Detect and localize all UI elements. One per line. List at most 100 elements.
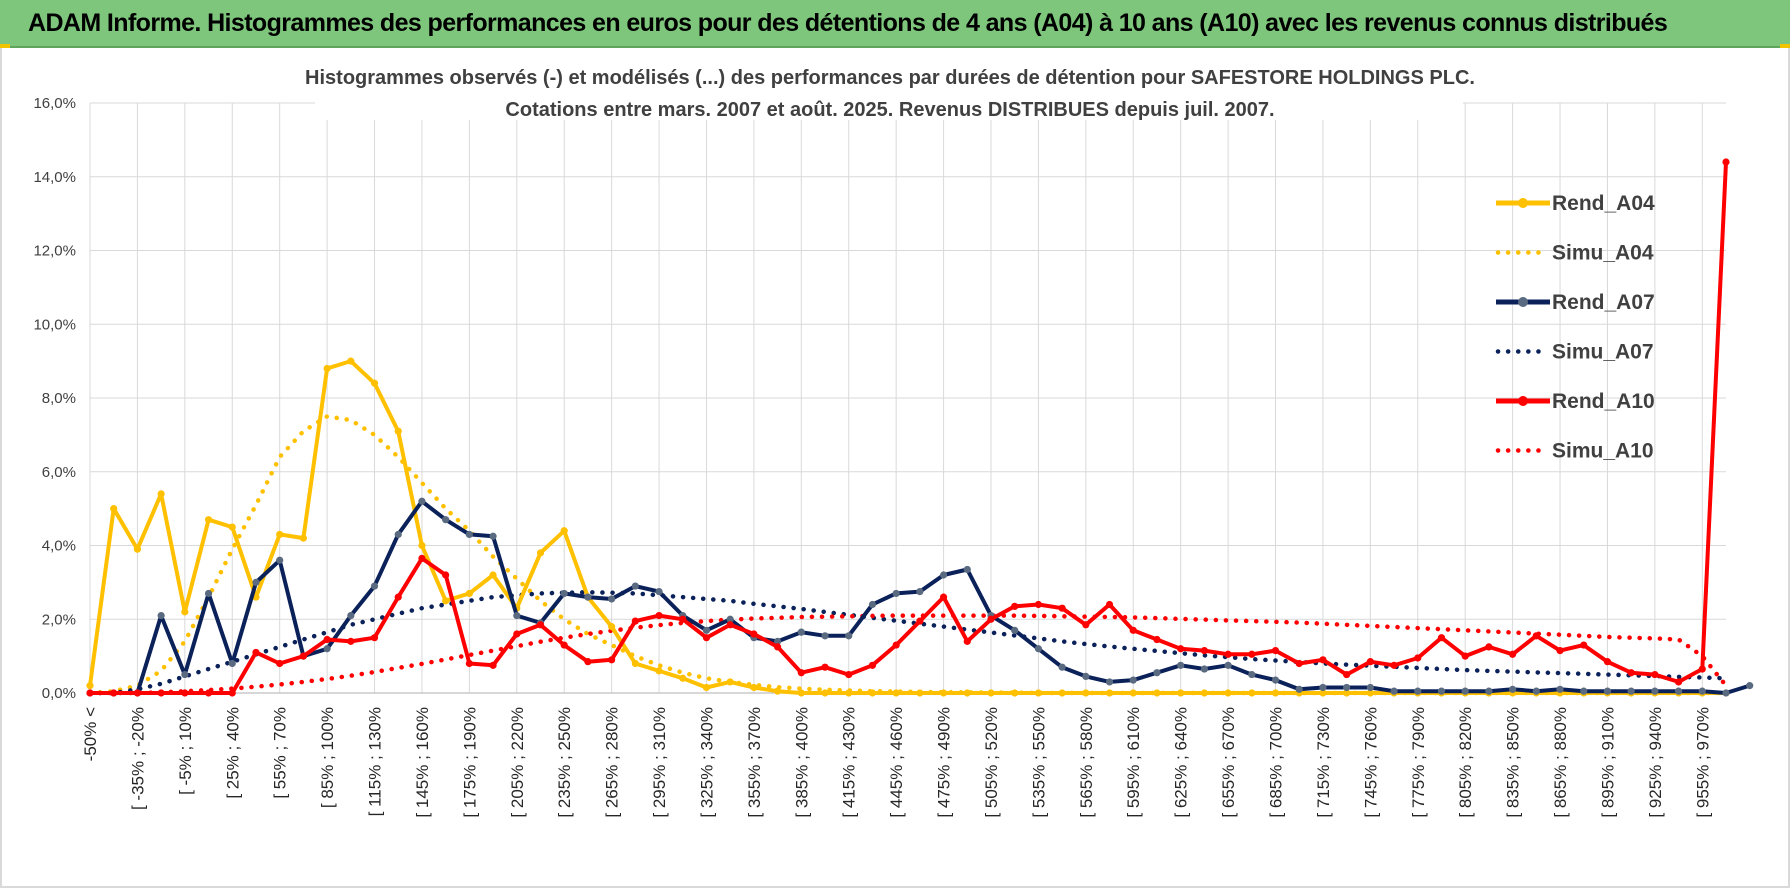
series-rend-a10-point: [323, 635, 331, 644]
series-rend-a04-point: [963, 689, 971, 697]
series-rend-a07-point: [1082, 672, 1090, 681]
series-rend-a04-point: [204, 516, 213, 524]
x-tick-label: [ 655% ; 670%: [1219, 707, 1238, 818]
series-rend-a10-point: [892, 641, 900, 649]
legend-simu-a07-label: Simu_A07: [1552, 341, 1654, 364]
series-rend-a10-point: [1058, 604, 1066, 612]
series-rend-a07-point: [963, 565, 971, 574]
x-tick-label: [ -5% ; 10%: [176, 707, 195, 795]
x-tick-label: [ 745% ; 760%: [1361, 707, 1380, 818]
x-tick-label: [ 325% ; 340%: [697, 707, 716, 818]
series-rend-a10-point: [655, 611, 663, 620]
series-rend-a10-point: [1011, 602, 1019, 610]
legend: Rend_A04 Simu_A04 Rend_A07 Simu_A07 Rend_A10…: [1495, 192, 1655, 463]
series-rend-a04-point: [702, 683, 711, 692]
x-tick-label: [ 475% ; 490%: [935, 707, 954, 818]
series-rend-a10-point: [608, 656, 616, 664]
x-tick-label: [ 715% ; 730%: [1314, 707, 1333, 818]
series-rend-a10-point: [750, 630, 758, 638]
series-rend-a04-point: [1153, 689, 1161, 697]
series-rend-a04-point: [797, 689, 805, 697]
series-rend-a04-point: [916, 689, 924, 697]
page-title: ADAM Informe. Histogrammes des performan…: [28, 9, 1668, 37]
series-rend-a07-point: [1295, 685, 1303, 693]
series-rend-a07-point: [726, 615, 734, 623]
series-rend-a07-point: [939, 571, 948, 579]
series-rend-a07-point: [584, 593, 592, 601]
series-rend-a07-point: [465, 530, 473, 539]
series-simu-a07-line: [87, 590, 1729, 696]
series-rend-a10-point: [1224, 650, 1232, 658]
series-rend-a04-point: [1011, 689, 1019, 697]
series-rend-a10-point: [1319, 656, 1327, 664]
series-rend-a07-point: [1722, 689, 1730, 697]
series-rend-a10-line: [90, 161, 1728, 695]
series-rend-a04-point: [228, 523, 236, 531]
series-rend-a10-point: [536, 621, 545, 629]
x-tick-label: [ 865% ; 880%: [1551, 707, 1570, 818]
series-rend-a10-point: [963, 637, 971, 645]
series-rend-a10-point: [513, 630, 521, 638]
series-rend-a10-point: [679, 615, 687, 623]
y-tick-label: 8,0%: [42, 390, 76, 407]
legend-rend-a07-label: Rend_A07: [1552, 291, 1655, 314]
x-axis-ticks: -50% < [ -35% ; -20% [ -5% ; 10% [ 25% ; 40…: [81, 707, 1712, 818]
series-rend-a10-point: [418, 554, 426, 563]
series-rend-a10-point: [916, 617, 924, 625]
series-rend-a07-point: [608, 595, 616, 603]
series-rend-a07-point: [1485, 687, 1493, 695]
legend-rend-a10-label: Rend_A10: [1552, 390, 1655, 413]
series-rend-a04-point: [679, 674, 687, 682]
series-rend-a04-point: [750, 683, 758, 692]
series-rend-a04-point: [939, 689, 948, 697]
series-rend-a07-point: [1366, 683, 1374, 692]
series-rend-a04-point: [489, 571, 497, 579]
series-rend-a10-point: [1603, 658, 1612, 666]
series-rend-a10-point: [1556, 646, 1564, 655]
x-tick-label: [ 835% ; 850%: [1504, 707, 1523, 818]
x-tick-label: [ 595% ; 610%: [1124, 707, 1143, 818]
series-rend-a10-point: [228, 689, 236, 697]
series-rend-a04-point: [1177, 689, 1185, 697]
series-rend-a07-point: [1580, 687, 1588, 695]
chart-title-line-1: Histogrammes observés (-) et modélisés (…: [305, 67, 1475, 89]
x-tick-label: [ 805% ; 820%: [1456, 707, 1475, 818]
series-rend-a04-point: [868, 689, 877, 697]
y-tick-label: 2,0%: [42, 611, 76, 628]
series-rend-a10-point: [773, 643, 782, 651]
series-rend-a07-point: [1248, 670, 1256, 679]
y-tick-label: 14,0%: [33, 169, 76, 186]
series-rend-a10-point: [845, 670, 853, 679]
x-tick-label: [ 625% ; 640%: [1172, 707, 1191, 818]
series-rend-a10-point: [1295, 659, 1303, 668]
series-rend-a10-point: [394, 593, 402, 601]
series-rend-a07-point: [1200, 665, 1208, 673]
x-tick-label: [ 205% ; 220%: [508, 707, 527, 818]
series-rend-a07-point: [1414, 687, 1422, 695]
series-rend-a10-point: [584, 658, 592, 666]
series-rend-a10-point: [465, 659, 473, 668]
series-rend-a04-point: [347, 357, 355, 365]
series-rend-a04-point: [892, 689, 900, 697]
series-rend-a07-point: [773, 637, 782, 645]
series-rend-a07-point: [228, 659, 236, 668]
series-rend-a04-point: [1082, 689, 1090, 697]
series-rend-a04-point: [1200, 689, 1208, 697]
series-rend-a10-point: [181, 689, 189, 697]
series-rend-a10-point: [133, 689, 142, 697]
x-tick-label: [ 85% ; 100%: [318, 707, 337, 808]
series-rend-a10-point: [1390, 661, 1398, 669]
x-tick-label: [ 355% ; 370%: [745, 707, 764, 818]
series-rend-a07-line: [90, 499, 1751, 695]
series-rend-a04-point: [1224, 689, 1232, 697]
series-rend-a07-point: [1343, 683, 1351, 692]
series-rend-a07-point: [1746, 682, 1754, 690]
x-tick-label: [ 145% ; 160%: [413, 707, 432, 818]
series-rend-a10-point: [1200, 646, 1208, 655]
series-rend-a04-point: [465, 589, 473, 598]
x-tick-label: [ 505% ; 520%: [982, 707, 1001, 818]
series-rend-a07-point: [1532, 687, 1540, 695]
series-rend-a10-point: [1461, 652, 1469, 660]
series-rend-a07-point: [1034, 645, 1043, 653]
